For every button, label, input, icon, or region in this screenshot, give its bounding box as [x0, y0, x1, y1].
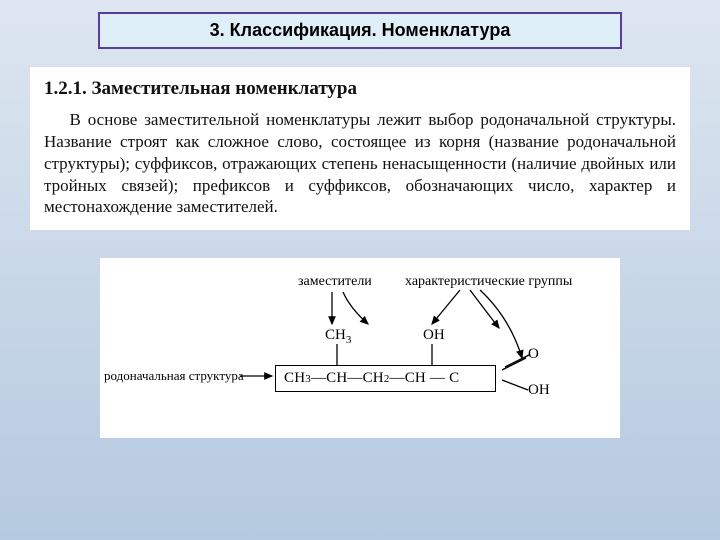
group-oh-right: OH: [528, 382, 550, 399]
slide-root: 3. Классификация. Номенклатура 1.2.1. За…: [0, 0, 720, 540]
section-heading: 1.2.1. Заместительная номенклатура: [44, 77, 676, 101]
nomenclature-diagram: заместители характеристические группы ро…: [100, 258, 620, 438]
group-ch3-text: CH: [325, 327, 346, 343]
group-ch3-sub: 3: [346, 334, 352, 346]
group-o-double-text: O: [528, 346, 539, 362]
body-paragraph: В основе заместительной номенклатуры леж…: [44, 109, 676, 218]
label-parent-structure-text: родоначальная структура: [104, 368, 244, 383]
group-oh-mid: OH: [423, 327, 445, 344]
group-oh-right-text: OH: [528, 382, 550, 398]
label-characteristic-groups: характеристические группы: [405, 274, 572, 290]
label-substituents: заместители: [298, 274, 372, 290]
label-parent-structure: родоначальная структура: [104, 368, 244, 384]
label-substituents-text: заместители: [298, 274, 372, 289]
group-o-double: O: [528, 346, 539, 363]
title-text: 3. Классификация. Номенклатура: [210, 20, 511, 40]
label-characteristic-groups-text: характеристические группы: [405, 274, 572, 289]
group-oh-mid-text: OH: [423, 327, 445, 343]
title-box: 3. Классификация. Номенклатура: [98, 12, 622, 49]
backbone-box: CH3—CH—CH2—CH — C: [275, 365, 496, 392]
text-block: 1.2.1. Заместительная номенклатура В осн…: [30, 67, 690, 230]
group-ch3: CH3: [325, 327, 351, 346]
